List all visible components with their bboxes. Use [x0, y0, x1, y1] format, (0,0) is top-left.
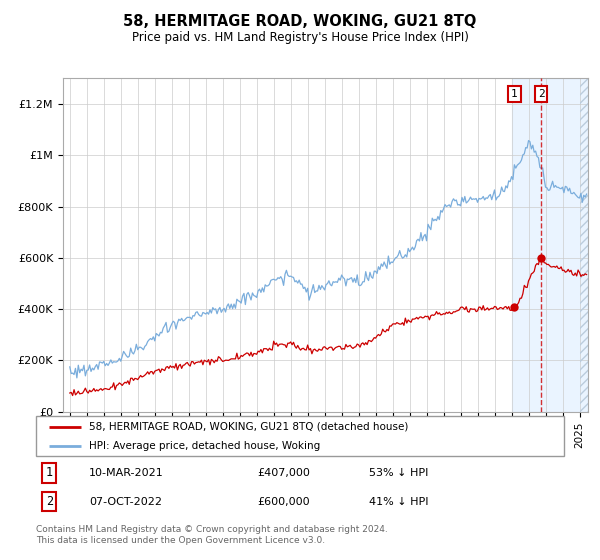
Text: 58, HERMITAGE ROAD, WOKING, GU21 8TQ (detached house): 58, HERMITAGE ROAD, WOKING, GU21 8TQ (de…	[89, 422, 408, 432]
Text: Contains HM Land Registry data © Crown copyright and database right 2024.
This d: Contains HM Land Registry data © Crown c…	[36, 525, 388, 545]
Bar	[580, 78, 588, 412]
Text: £600,000: £600,000	[258, 497, 310, 507]
Bar	[512, 78, 588, 412]
Bar	[580, 78, 588, 412]
Text: 41% ↓ HPI: 41% ↓ HPI	[368, 497, 428, 507]
Text: 10-MAR-2021: 10-MAR-2021	[89, 468, 164, 478]
Text: 58, HERMITAGE ROAD, WOKING, GU21 8TQ: 58, HERMITAGE ROAD, WOKING, GU21 8TQ	[124, 14, 476, 29]
Text: 07-OCT-2022: 07-OCT-2022	[89, 497, 162, 507]
Text: 2: 2	[538, 89, 545, 99]
Text: £407,000: £407,000	[258, 468, 311, 478]
Text: HPI: Average price, detached house, Woking: HPI: Average price, detached house, Woki…	[89, 441, 320, 450]
Text: 2: 2	[46, 495, 53, 508]
FancyBboxPatch shape	[36, 416, 564, 456]
Text: 53% ↓ HPI: 53% ↓ HPI	[368, 468, 428, 478]
Text: 1: 1	[511, 89, 518, 99]
Text: Price paid vs. HM Land Registry's House Price Index (HPI): Price paid vs. HM Land Registry's House …	[131, 31, 469, 44]
Text: 1: 1	[46, 466, 53, 479]
